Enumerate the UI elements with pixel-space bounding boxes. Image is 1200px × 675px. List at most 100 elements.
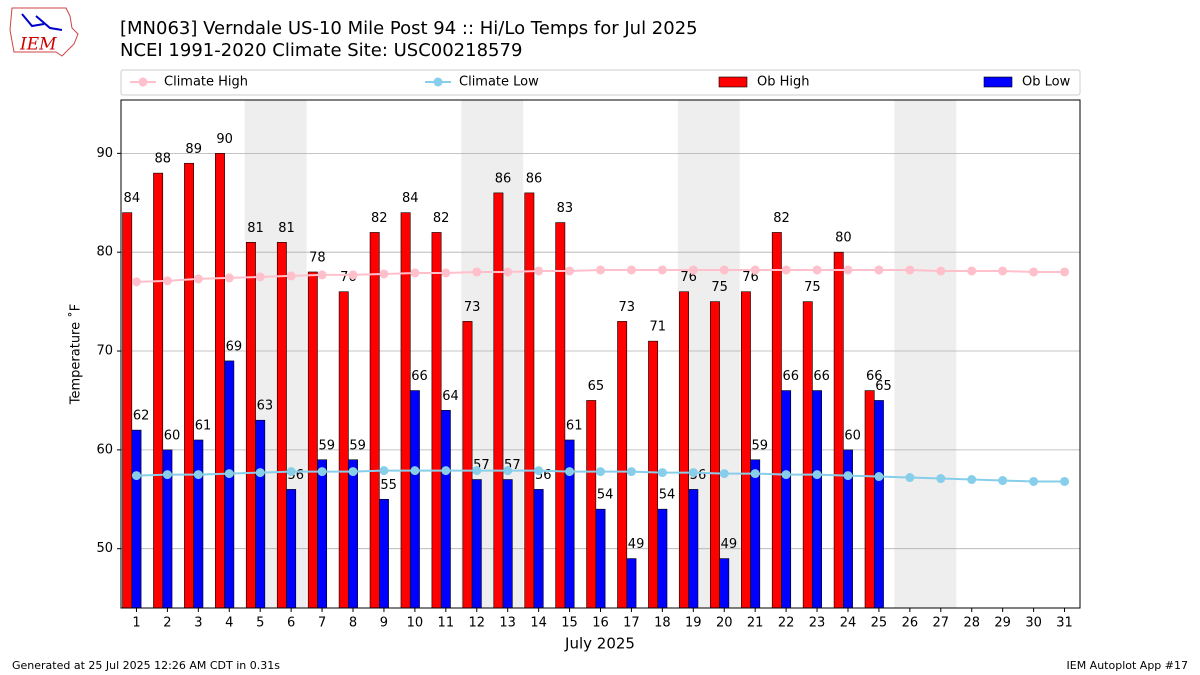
bar-value-label: 82 (371, 211, 388, 226)
bar-value-label: 62 (133, 409, 150, 424)
bar-value-label: 61 (566, 418, 583, 433)
climate-point (688, 468, 698, 478)
bar (307, 271, 318, 609)
bar (122, 212, 133, 609)
bar-value-label: 59 (349, 438, 366, 453)
bar (440, 410, 451, 609)
bar (462, 321, 473, 609)
bar (595, 508, 606, 609)
climate-point (657, 468, 667, 478)
bar-value-label: 61 (195, 418, 212, 433)
bar-value-label: 80 (835, 231, 852, 246)
x-tick-label: 17 (623, 616, 640, 631)
climate-point (193, 470, 203, 480)
climate-point (657, 265, 667, 275)
bar (771, 232, 782, 609)
climate-point (131, 277, 141, 287)
bar (400, 212, 411, 609)
climate-point (193, 274, 203, 284)
bar (131, 429, 142, 609)
bar-value-label: 86 (495, 171, 512, 186)
bar (781, 390, 792, 609)
y-tick-label: 60 (96, 442, 113, 457)
climate-point (781, 470, 791, 480)
chart-title: [MN063] Verndale US-10 Mile Post 94 :: H… (120, 18, 698, 39)
footer-left: Generated at 25 Jul 2025 12:26 AM CDT in… (12, 659, 280, 672)
climate-point (812, 265, 822, 275)
bar (873, 400, 884, 609)
legend-label: Climate High (164, 75, 248, 90)
climate-point (781, 265, 791, 275)
climate-point (410, 268, 420, 278)
legend-swatch (983, 76, 1013, 88)
bar-value-label: 59 (752, 438, 769, 453)
x-axis-label: July 2025 (564, 635, 635, 653)
x-tick-label: 14 (530, 616, 547, 631)
climate-point (472, 466, 482, 476)
x-tick-label: 2 (163, 616, 171, 631)
bar-value-label: 64 (442, 389, 459, 404)
climate-point (441, 466, 451, 476)
x-tick-label: 26 (902, 616, 919, 631)
x-tick-label: 27 (933, 616, 950, 631)
x-tick-label: 5 (256, 616, 264, 631)
bar (564, 439, 575, 609)
climate-point (224, 273, 234, 283)
x-tick-label: 7 (318, 616, 326, 631)
climate-point (688, 265, 698, 275)
bar-value-label: 89 (185, 142, 202, 157)
x-tick-label: 29 (994, 616, 1011, 631)
bar-value-label: 82 (773, 211, 790, 226)
bar-value-label: 55 (380, 478, 397, 493)
x-tick-label: 21 (747, 616, 764, 631)
climate-point (410, 466, 420, 476)
weekend-shade (894, 100, 957, 608)
bar (431, 232, 442, 609)
bar (688, 489, 699, 609)
bar-value-label: 86 (526, 171, 543, 186)
x-tick-label: 22 (778, 616, 795, 631)
bar (626, 558, 637, 609)
bar-value-label: 73 (464, 300, 481, 315)
bar-value-label: 49 (721, 537, 738, 552)
bar-value-label: 90 (216, 132, 233, 147)
bar (245, 242, 256, 609)
climate-point (967, 475, 977, 485)
legend-swatch (718, 76, 748, 88)
x-tick-label: 13 (499, 616, 516, 631)
bar-value-label: 66 (411, 369, 428, 384)
bar-value-label: 71 (649, 320, 666, 335)
climate-point (719, 265, 729, 275)
bar-value-label: 59 (318, 438, 335, 453)
x-tick-label: 25 (871, 616, 888, 631)
bar-value-label: 75 (711, 280, 728, 295)
climate-point (503, 466, 513, 476)
bar (224, 360, 235, 609)
bar-value-label: 83 (557, 201, 574, 216)
climate-point (286, 271, 296, 281)
climate-point (472, 267, 482, 277)
bar (710, 301, 720, 609)
climate-point (1029, 267, 1039, 277)
bar (153, 172, 164, 609)
bar (184, 162, 194, 609)
climate-point (131, 471, 141, 481)
bar-value-label: 84 (124, 191, 141, 206)
legend-box (120, 69, 1081, 96)
plot-frame (120, 99, 1081, 609)
bar-value-label: 81 (247, 221, 264, 236)
logo: IEM (9, 7, 79, 57)
bar-value-label: 88 (154, 152, 171, 167)
bar (802, 301, 813, 609)
climate-point (998, 476, 1008, 486)
bar (369, 232, 380, 609)
bar (502, 479, 513, 609)
y-tick-label: 50 (96, 541, 113, 556)
bar-value-label: 49 (628, 537, 645, 552)
bar (864, 390, 875, 609)
x-tick-label: 30 (1025, 616, 1042, 631)
bar (617, 321, 628, 609)
bar (215, 153, 225, 609)
climate-point (255, 468, 265, 478)
